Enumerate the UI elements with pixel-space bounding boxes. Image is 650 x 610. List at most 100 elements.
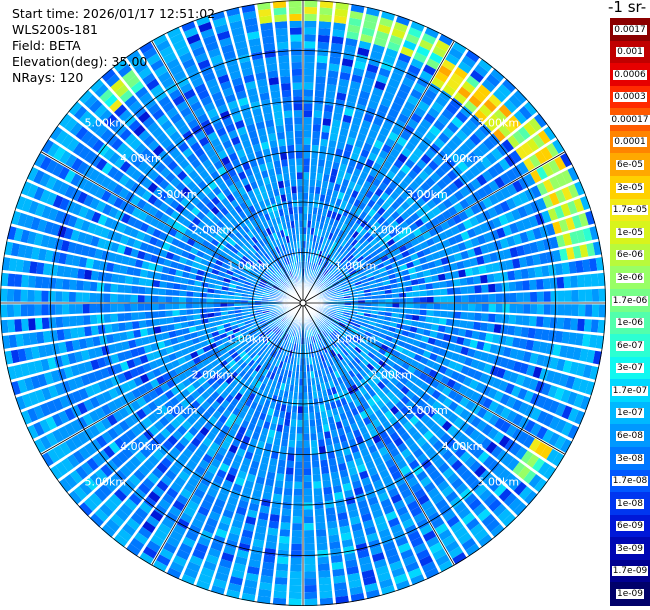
ray-gate-cell [366,272,374,278]
ray-gate-cell [188,326,197,333]
ray-gate-cell [284,383,290,392]
ray-gate-cell [325,90,336,99]
ray-gate-cell [186,212,196,222]
ray-gate-cell [405,453,416,465]
ray-gate-cell [84,326,92,337]
ray-gate-cell [325,507,336,516]
ray-gate-cell [390,377,399,386]
ray-gate-cell [265,284,273,289]
ray-gate-cell [307,385,312,393]
ray-gate-cell [245,262,253,269]
ray-gate-cell [323,269,329,277]
ray-gate-cell [310,440,318,448]
ray-gate-cell [401,236,410,244]
ray-gate-cell [390,72,403,83]
ray-gate-cell [66,138,80,152]
ray-gate-cell [424,26,440,39]
ray-gate-cell [536,240,546,252]
ray-gate-cell [76,315,84,326]
ray-gate-cell [234,476,245,487]
ray-gate-cell [517,206,528,218]
ray-gate-cell [255,273,263,279]
ray-gate-cell [208,256,217,264]
ray-gate-cell [340,397,348,406]
ray-gate-cell [355,161,364,171]
ray-gate-cell [303,406,309,414]
ray-gate-cell [325,318,332,324]
ray-gate-cell [563,276,572,289]
ray-gate-cell [204,470,215,481]
ray-gate-cell [220,290,229,295]
ray-gate-cell [227,496,239,506]
ray-gate-cell [431,412,442,423]
ray-gate-cell [339,383,347,391]
ray-gate-cell [372,203,381,212]
ray-gate-cell [256,418,265,428]
ray-gate-cell [234,383,242,392]
ray-gate-cell [308,248,312,256]
ray-gate-cell [335,327,342,334]
ray-gate-cell [585,289,593,302]
ray-gate-cell [537,130,551,145]
ray-gate-cell [173,458,185,470]
ray-gate-cell [327,335,334,342]
ray-gate-cell [200,340,209,348]
ray-gate-cell [435,242,445,251]
ray-gate-cell [540,445,553,460]
ray-gate-cell [227,303,235,307]
ray-gate-cell [147,454,160,467]
ray-gate-cell [87,247,97,258]
ray-gate-cell [432,317,440,324]
ray-gate-cell [344,380,351,389]
ray-gate-cell [358,395,367,405]
ray-gate-cell [354,536,366,546]
ray-gate-cell [247,272,256,278]
ray-gate-cell [341,366,348,375]
ray-gate-cell [449,442,461,454]
ray-gate-cell [479,373,490,384]
ray-gate-cell [118,174,130,186]
ray-gate-cell [206,386,215,396]
ray-gate-cell [144,303,152,311]
ray-gate-cell [345,496,356,505]
ray-gate-cell [88,424,101,437]
ray-gate-cell [440,296,448,303]
ray-gate-cell [363,454,373,464]
ray-gate-cell [407,118,419,130]
ray-gate-cell [344,225,352,234]
ray-gate-cell [221,262,230,269]
ray-gate-cell [144,311,153,319]
ray-gate-cell [462,259,472,268]
ray-gate-cell [534,150,547,165]
ray-gate-cell [310,227,315,235]
ray-gate-cell [117,313,125,322]
ray-gate-cell [327,181,335,190]
ray-gate-cell [397,258,406,266]
ray-gate-cell [269,514,280,522]
ray-gate-cell [303,461,311,469]
ray-gate-cell [92,139,105,153]
ray-gate-cell [118,420,130,432]
ray-gate-cell [125,165,137,177]
ray-gate-cell [595,257,605,271]
ray-gate-cell [523,203,534,216]
ray-gate-cell [266,534,278,543]
ray-gate-cell [265,414,273,423]
ray-gate-cell [274,318,281,324]
ray-gate-cell [349,313,357,317]
ray-gate-cell [223,340,232,348]
ray-gate-cell [315,272,321,280]
ray-gate-cell [286,348,291,357]
ray-gate-cell [364,306,372,310]
ray-gate-cell [294,336,298,344]
ray-gate-cell [315,319,321,326]
ray-gate-cell [104,479,118,492]
ray-gate-cell [124,285,132,294]
ray-gate-cell [281,515,291,523]
ray-gate-cell [114,156,126,169]
ray-gate-cell [147,182,158,193]
ray-gate-cell [150,509,164,522]
ray-gate-cell [380,328,388,335]
ray-gate-cell [148,262,157,271]
ray-gate-cell [524,490,538,505]
